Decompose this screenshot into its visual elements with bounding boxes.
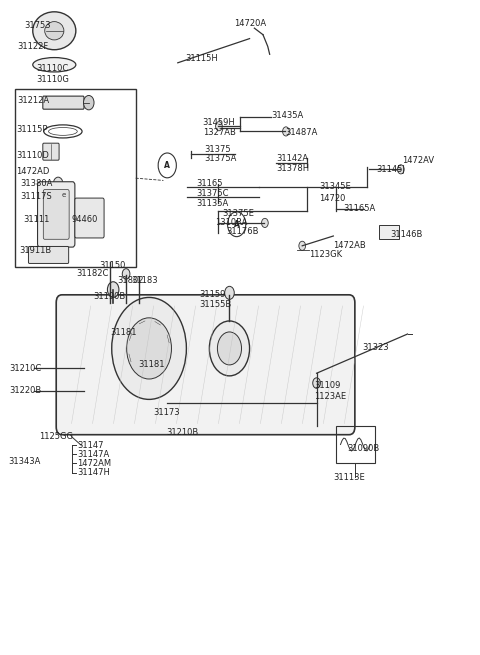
Circle shape <box>108 282 119 297</box>
Text: 1472AM: 1472AM <box>77 459 111 468</box>
Circle shape <box>225 286 234 299</box>
FancyBboxPatch shape <box>43 189 69 239</box>
Text: 31159: 31159 <box>199 290 226 299</box>
Text: 31135A: 31135A <box>196 199 228 208</box>
Text: 31181: 31181 <box>139 360 165 369</box>
Text: 1310RA: 1310RA <box>215 218 248 227</box>
Text: 31210B: 31210B <box>166 428 198 437</box>
Text: 31323: 31323 <box>362 343 389 352</box>
Text: 31165A: 31165A <box>343 204 375 213</box>
Bar <box>379 225 399 239</box>
Text: e: e <box>62 192 66 198</box>
Text: 31110D: 31110D <box>16 151 49 160</box>
Bar <box>336 426 375 464</box>
Circle shape <box>158 153 176 178</box>
Ellipse shape <box>45 22 64 40</box>
Text: 31911B: 31911B <box>19 246 51 255</box>
Text: 31122F: 31122F <box>17 42 48 51</box>
Circle shape <box>228 212 246 236</box>
Text: 31220B: 31220B <box>9 386 42 396</box>
Text: 31378H: 31378H <box>276 164 309 173</box>
Circle shape <box>313 378 321 388</box>
Text: 31165: 31165 <box>196 179 222 188</box>
Text: 1123GK: 1123GK <box>310 250 343 259</box>
Text: 31147A: 31147A <box>77 450 109 458</box>
Circle shape <box>84 96 94 110</box>
Text: 1472AD: 1472AD <box>16 168 49 176</box>
Circle shape <box>299 241 306 250</box>
Circle shape <box>262 218 268 227</box>
Text: 31150: 31150 <box>99 261 125 270</box>
FancyBboxPatch shape <box>48 191 59 199</box>
Text: 31110C: 31110C <box>36 64 69 73</box>
Text: 31182C: 31182C <box>76 269 108 278</box>
Text: A: A <box>164 161 170 170</box>
Text: 31183: 31183 <box>131 276 157 285</box>
Text: 31147H: 31147H <box>77 468 110 477</box>
Text: 1327AB: 1327AB <box>203 128 236 138</box>
Text: 14720A: 14720A <box>234 19 266 28</box>
Circle shape <box>53 177 63 190</box>
FancyBboxPatch shape <box>28 246 69 263</box>
Text: 31375A: 31375A <box>204 155 237 163</box>
Text: 31109: 31109 <box>314 381 340 390</box>
Text: 94460: 94460 <box>72 215 98 224</box>
FancyBboxPatch shape <box>43 96 84 109</box>
Circle shape <box>217 332 241 365</box>
FancyBboxPatch shape <box>43 143 59 160</box>
Circle shape <box>127 318 171 379</box>
Text: 31375: 31375 <box>204 145 231 154</box>
Text: 31147: 31147 <box>77 441 104 449</box>
Text: 31343A: 31343A <box>8 457 40 466</box>
Text: 31375C: 31375C <box>196 189 228 198</box>
Text: 31142A: 31142A <box>276 155 308 163</box>
FancyBboxPatch shape <box>56 295 355 435</box>
Text: 31115P: 31115P <box>16 125 48 134</box>
Text: 1125GG: 1125GG <box>39 432 73 441</box>
Circle shape <box>283 127 289 136</box>
Ellipse shape <box>33 12 76 50</box>
Text: 31212A: 31212A <box>17 96 49 105</box>
Text: 1472AB: 1472AB <box>333 241 366 250</box>
FancyBboxPatch shape <box>37 181 75 247</box>
Text: 31190B: 31190B <box>93 291 125 301</box>
Text: 31111: 31111 <box>24 215 50 224</box>
Text: 31459H: 31459H <box>203 119 235 128</box>
Bar <box>15 89 136 267</box>
Text: 31181: 31181 <box>110 328 136 337</box>
Text: 31146B: 31146B <box>391 229 423 238</box>
Text: 31435A: 31435A <box>271 111 303 120</box>
Circle shape <box>209 321 250 376</box>
Text: 31210C: 31210C <box>9 364 42 373</box>
Text: 31176B: 31176B <box>227 227 259 236</box>
Text: 14720: 14720 <box>319 194 345 202</box>
Text: 1123AE: 1123AE <box>314 392 346 401</box>
Text: 31113E: 31113E <box>333 474 365 482</box>
Circle shape <box>397 165 404 174</box>
Text: 31155B: 31155B <box>199 300 231 309</box>
Text: 31115H: 31115H <box>185 54 218 63</box>
FancyBboxPatch shape <box>75 198 104 238</box>
Text: 1472AV: 1472AV <box>402 157 434 165</box>
Text: 31090B: 31090B <box>348 444 380 453</box>
Text: 31173: 31173 <box>153 408 180 417</box>
Text: 31487A: 31487A <box>286 128 318 138</box>
Text: 31753: 31753 <box>24 21 51 30</box>
Ellipse shape <box>33 58 76 72</box>
Text: 31345E: 31345E <box>319 183 351 191</box>
Text: 31802: 31802 <box>117 276 144 285</box>
Text: 31375E: 31375E <box>222 209 254 217</box>
Text: 31380A: 31380A <box>21 179 53 188</box>
Text: 31145J: 31145J <box>376 165 405 174</box>
Circle shape <box>122 269 130 279</box>
Text: 31110G: 31110G <box>36 75 70 84</box>
Circle shape <box>216 122 222 131</box>
Circle shape <box>112 297 186 400</box>
Text: A: A <box>234 219 240 229</box>
Text: 31117S: 31117S <box>21 193 52 201</box>
